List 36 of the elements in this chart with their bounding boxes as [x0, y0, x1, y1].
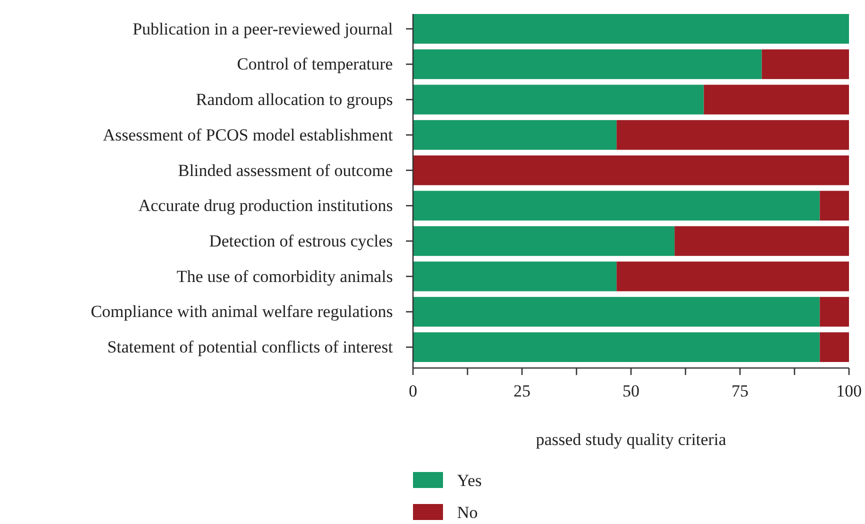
bar: [413, 226, 675, 256]
y-tick-label: Detection of estrous cycles: [209, 231, 393, 250]
y-tick-label: Publication in a peer-reviewed journal: [132, 19, 394, 38]
x-tick-label: 0: [408, 382, 418, 401]
x-axis-title: passed study quality criteria: [536, 430, 727, 449]
bar: [413, 120, 617, 150]
bar: [413, 332, 820, 362]
y-tick-label: Statement of potential conflicts of interest: [107, 338, 394, 357]
y-tick-label: Compliance with animal welfare regulations: [90, 302, 393, 322]
bar: [413, 49, 762, 80]
legend-label: Yes: [457, 471, 482, 490]
x-tick-label: 25: [514, 382, 530, 401]
bar: [413, 155, 849, 186]
bar: [413, 296, 820, 327]
y-tick-label: Random allocation to groups: [196, 90, 393, 110]
x-tick-label: 75: [732, 382, 748, 401]
bar: [820, 332, 849, 362]
x-tick-label: 50: [622, 382, 640, 401]
bar: [616, 262, 849, 292]
bar: [704, 84, 849, 114]
x-tick-label: 100: [836, 382, 862, 401]
bar: [820, 296, 849, 327]
bar: [413, 262, 617, 292]
bar: [413, 14, 849, 44]
bar: [413, 84, 704, 114]
y-tick-label: Assessment of PCOS model establishment: [102, 125, 394, 144]
bar: [762, 49, 849, 80]
y-tick-label: Accurate drug production institutions: [138, 196, 393, 216]
legend-label: No: [457, 503, 478, 522]
bar: [674, 226, 849, 256]
y-tick-label: Control of temperature: [237, 54, 393, 74]
bar: [616, 120, 849, 150]
y-tick-label: The use of comorbidity animals: [176, 266, 393, 286]
y-tick-label: Blinded assessment of outcome: [178, 160, 393, 180]
bar: [413, 190, 820, 221]
bar: [820, 190, 849, 221]
